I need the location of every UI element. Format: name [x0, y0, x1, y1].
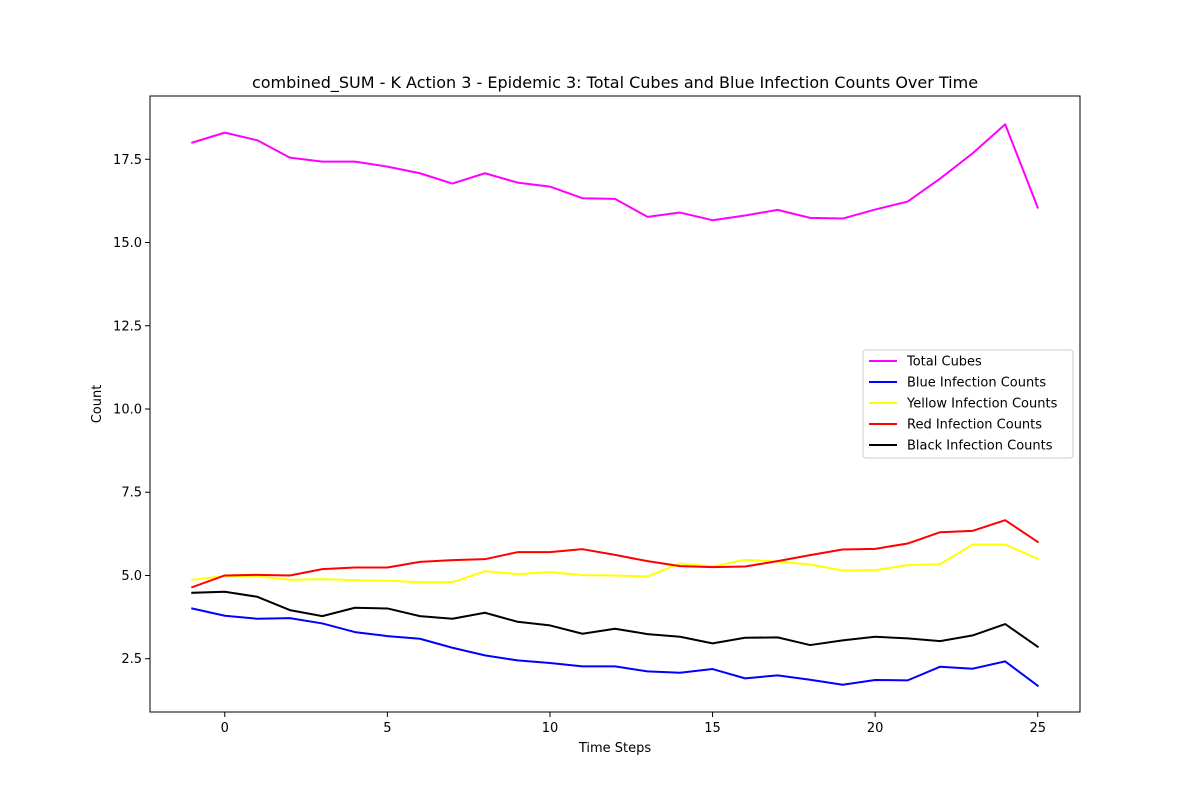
- series-line-2: [191, 543, 1040, 584]
- y-axis-label: Count: [90, 385, 105, 424]
- x-tick-label: 10: [542, 721, 559, 736]
- legend: Total Cubes Blue Infection Counts Yellow I…: [862, 349, 1074, 459]
- y-tick-label: 5.0: [121, 569, 142, 584]
- series-layer: [190, 123, 1040, 688]
- chart-title: combined_SUM - K Action 3 - Epidemic 3: …: [252, 73, 978, 93]
- y-tick-label: 10.0: [113, 402, 142, 417]
- series-line-0: [191, 123, 1040, 222]
- y-tick-label: 17.5: [113, 153, 142, 168]
- legend-label-4: Black Infection Counts: [907, 439, 1053, 454]
- x-tick-label: 20: [867, 721, 884, 736]
- y-tick-label: 12.5: [113, 319, 142, 334]
- y-tick-label: 2.5: [121, 652, 142, 667]
- legend-label-3: Red Infection Counts: [907, 418, 1042, 433]
- legend-label-0: Total Cubes: [906, 355, 982, 370]
- series-line-1: [191, 607, 1040, 688]
- y-tick-label: 15.0: [113, 236, 142, 251]
- y-tick-label: 7.5: [121, 486, 142, 501]
- x-axis: 0 5 10 15 20 25: [221, 712, 1046, 736]
- y-axis: 2.5 5.0 7.5 10.0 12.5 15.0 17.5: [113, 153, 150, 667]
- legend-items: Total Cubes Blue Infection Counts Yellow I…: [869, 355, 1058, 454]
- legend-label-2: Yellow Infection Counts: [906, 397, 1058, 412]
- x-tick-label: 25: [1029, 721, 1046, 736]
- x-axis-label: Time Steps: [578, 741, 652, 756]
- x-tick-label: 0: [221, 721, 229, 736]
- plot-area-frame: [149, 95, 1081, 713]
- series-line-4: [191, 590, 1040, 649]
- legend-box: [862, 349, 1074, 459]
- x-tick-label: 15: [704, 721, 721, 736]
- legend-label-1: Blue Infection Counts: [907, 376, 1046, 391]
- series-line-3: [190, 519, 1040, 589]
- x-tick-label: 5: [383, 721, 391, 736]
